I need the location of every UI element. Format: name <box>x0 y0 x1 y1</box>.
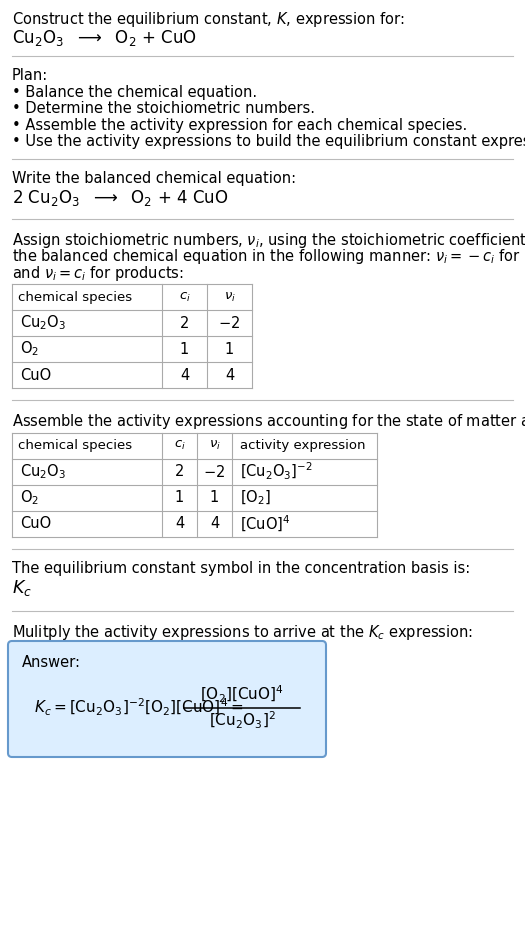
Text: $K_c = [\mathrm{Cu_2O_3}]^{-2} [\mathrm{O_2}][\mathrm{CuO}]^4 = $: $K_c = [\mathrm{Cu_2O_3}]^{-2} [\mathrm{… <box>34 697 244 719</box>
Text: 1: 1 <box>225 341 234 356</box>
Text: $\nu_i$: $\nu_i$ <box>208 439 220 452</box>
Text: • Assemble the activity expression for each chemical species.: • Assemble the activity expression for e… <box>12 117 467 132</box>
Text: activity expression: activity expression <box>240 439 365 452</box>
Text: the balanced chemical equation in the following manner: $\nu_i = -c_i$ for react: the balanced chemical equation in the fo… <box>12 247 525 266</box>
Text: CuO: CuO <box>20 516 51 531</box>
Text: $K_c$: $K_c$ <box>12 578 32 598</box>
Text: Assign stoichiometric numbers, $\nu_i$, using the stoichiometric coefficients, $: Assign stoichiometric numbers, $\nu_i$, … <box>12 231 525 250</box>
Text: • Use the activity expressions to build the equilibrium constant expression.: • Use the activity expressions to build … <box>12 134 525 149</box>
Text: • Determine the stoichiometric numbers.: • Determine the stoichiometric numbers. <box>12 101 315 116</box>
Text: 1: 1 <box>180 341 189 356</box>
Text: CuO: CuO <box>20 368 51 383</box>
Text: Answer:: Answer: <box>22 655 81 670</box>
Text: Mulitply the activity expressions to arrive at the $K_c$ expression:: Mulitply the activity expressions to arr… <box>12 623 473 642</box>
Text: O$_2$: O$_2$ <box>20 340 39 358</box>
Text: and $\nu_i = c_i$ for products:: and $\nu_i = c_i$ for products: <box>12 264 184 282</box>
Text: 4: 4 <box>210 516 219 531</box>
Text: • Balance the chemical equation.: • Balance the chemical equation. <box>12 84 257 99</box>
Text: $[\mathrm{Cu_2O_3}]^{-2}$: $[\mathrm{Cu_2O_3}]^{-2}$ <box>240 461 313 482</box>
Text: 4: 4 <box>225 368 234 383</box>
Text: 1: 1 <box>210 490 219 505</box>
Text: Cu$_2$O$_3$: Cu$_2$O$_3$ <box>20 313 66 332</box>
Text: 2: 2 <box>180 315 189 330</box>
Text: $\nu_i$: $\nu_i$ <box>224 291 236 304</box>
Text: $-2$: $-2$ <box>218 315 240 331</box>
Text: Cu$_2$O$_3$: Cu$_2$O$_3$ <box>20 462 66 481</box>
Text: 2 Cu$_2$O$_3$  $\longrightarrow$  O$_2$ + 4 CuO: 2 Cu$_2$O$_3$ $\longrightarrow$ O$_2$ + … <box>12 188 228 208</box>
Text: The equilibrium constant symbol in the concentration basis is:: The equilibrium constant symbol in the c… <box>12 561 470 576</box>
Text: Write the balanced chemical equation:: Write the balanced chemical equation: <box>12 171 296 186</box>
Text: $[\mathrm{Cu_2O_3}]^2$: $[\mathrm{Cu_2O_3}]^2$ <box>208 710 276 732</box>
Text: 1: 1 <box>175 490 184 505</box>
Text: chemical species: chemical species <box>18 291 132 304</box>
Text: $c_i$: $c_i$ <box>178 291 191 304</box>
Text: chemical species: chemical species <box>18 439 132 452</box>
Text: $[\mathrm{O_2}]$: $[\mathrm{O_2}]$ <box>240 489 271 507</box>
Text: Construct the equilibrium constant, $K$, expression for:: Construct the equilibrium constant, $K$,… <box>12 10 405 29</box>
Text: $-2$: $-2$ <box>203 463 226 479</box>
Text: O$_2$: O$_2$ <box>20 488 39 507</box>
Text: 4: 4 <box>180 368 189 383</box>
Text: Plan:: Plan: <box>12 68 48 83</box>
Text: 4: 4 <box>175 516 184 531</box>
Text: 2: 2 <box>175 464 184 479</box>
Text: $[\mathrm{CuO}]^4$: $[\mathrm{CuO}]^4$ <box>240 513 290 534</box>
Text: $[\mathrm{O_2}][\mathrm{CuO}]^4$: $[\mathrm{O_2}][\mathrm{CuO}]^4$ <box>200 684 284 705</box>
Text: Assemble the activity expressions accounting for the state of matter and $\nu_i$: Assemble the activity expressions accoun… <box>12 412 525 431</box>
Text: Cu$_2$O$_3$  $\longrightarrow$  O$_2$ + CuO: Cu$_2$O$_3$ $\longrightarrow$ O$_2$ + Cu… <box>12 27 197 48</box>
FancyBboxPatch shape <box>8 641 326 757</box>
Text: $c_i$: $c_i$ <box>174 439 185 452</box>
